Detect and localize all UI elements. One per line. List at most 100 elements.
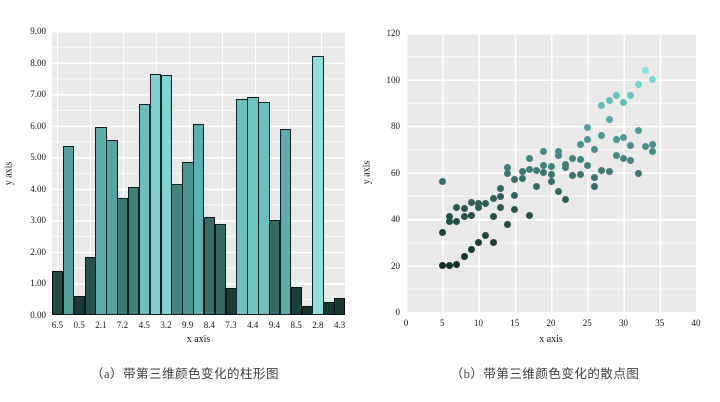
bar-chart-x-tick-label: 7.2	[116, 320, 129, 330]
scatter-point	[605, 96, 613, 104]
scatter-point	[511, 206, 519, 214]
scatter-point	[467, 212, 475, 219]
scatter-y-tick-label: 20	[391, 260, 400, 271]
scatter-point	[525, 155, 533, 163]
scatter-point	[496, 203, 504, 211]
scatter-x-tick-label: 10	[474, 318, 483, 328]
bar-chart-x-tick-label: 9.9	[182, 320, 194, 330]
scatter-point	[554, 148, 562, 156]
bar	[138, 103, 151, 315]
bar	[84, 256, 96, 315]
bar-chart-caption: （a）带第三维颜色变化的柱形图	[90, 367, 280, 381]
bar	[52, 270, 64, 315]
scatter-y-tick-label: 100	[386, 74, 401, 85]
scatter-point	[540, 148, 548, 156]
bar	[279, 128, 292, 315]
scatter-point	[467, 245, 475, 253]
bar-chart-y-tick-label: 9.00	[30, 26, 46, 36]
scatter-chart-panel: y axis x axis （b）带第三维颜色变化的散点图 0 20 40 60 80 1…	[360, 0, 720, 402]
scatter-point	[591, 173, 598, 181]
scatter-point	[612, 92, 620, 100]
scatter-point	[562, 195, 569, 203]
scatter-point	[467, 199, 475, 207]
bar-chart-x-tick-label: 6.5	[51, 320, 64, 330]
scatter-point	[511, 175, 519, 183]
scatter-x-tick-label: 30	[619, 318, 628, 328]
scatter-point	[511, 192, 519, 200]
scatter-point	[634, 170, 642, 178]
scatter-point	[547, 178, 555, 186]
scatter-point	[620, 155, 627, 163]
bar	[323, 302, 335, 315]
bar-chart-x-tick-label: 2.1	[95, 320, 107, 330]
scatter-point	[598, 101, 606, 109]
bar	[214, 223, 227, 315]
bar-chart-y-tick-label: 4.00	[30, 183, 46, 194]
bar	[236, 98, 248, 315]
scatter-point	[525, 165, 533, 173]
bar	[182, 161, 194, 315]
scatter-point	[547, 171, 555, 179]
scatter-point	[460, 252, 468, 260]
bar-chart-x-tick-label: 4.5	[138, 320, 150, 330]
scatter-x-tick-label: 0	[403, 318, 409, 328]
scatter-point	[649, 141, 656, 149]
scatter-point	[475, 200, 482, 208]
scatter-point	[576, 141, 584, 149]
bar-chart-panel: y axis x axis （a）带第三维颜色变化的柱形图 0.00 1.00 2.…	[3, 26, 346, 381]
bar	[171, 184, 183, 315]
scatter-point	[591, 182, 598, 190]
scatter-point	[627, 142, 635, 150]
scatter-point	[475, 238, 482, 246]
scatter-point	[627, 92, 635, 100]
bar	[95, 127, 107, 315]
scatter-x-tick-label: 35	[655, 318, 665, 328]
bar	[258, 102, 270, 315]
bar-chart-x-axis-title: x axis	[186, 334, 211, 345]
scatter-x-tick-label: 20	[546, 318, 556, 328]
scatter-point	[547, 163, 555, 171]
bar	[334, 297, 345, 315]
scatter-point	[504, 164, 511, 172]
bar-chart-x-tick-label: 8.4	[203, 320, 215, 330]
scatter-point	[649, 76, 656, 83]
scatter-x-tick-label: 15	[510, 318, 520, 328]
scatter-point	[533, 166, 540, 174]
bar-chart-y-axis-title-text: y axis	[3, 161, 15, 185]
scatter-point	[598, 131, 606, 139]
bar	[149, 73, 161, 315]
scatter-point	[438, 229, 446, 237]
bar	[301, 306, 313, 315]
scatter-y-tick-label: 120	[386, 28, 401, 38]
bar-chart-y-tick-label: 0.00	[30, 310, 46, 320]
scatter-point	[482, 231, 490, 239]
scatter-point	[460, 205, 468, 213]
scatter-point	[446, 217, 453, 225]
scatter-y-tick-label: 0	[395, 307, 401, 317]
scatter-point	[569, 172, 577, 180]
scatter-point	[591, 145, 598, 153]
scatter-point	[453, 260, 461, 268]
bar-chart-x-tick-label: 0.5	[73, 320, 85, 330]
bar	[269, 220, 281, 315]
bar-chart-x-tick-label: 4.4	[247, 320, 259, 330]
scatter-point	[504, 221, 511, 229]
scatter-point	[540, 162, 548, 170]
bar-chart-x-tick-label: 3.2	[160, 320, 172, 330]
scatter-chart-x-axis-title: x axis	[539, 334, 563, 345]
bar-chart-x-tick-label: 7.3	[225, 320, 237, 330]
scatter-point	[446, 262, 453, 269]
scatter-point	[482, 200, 490, 208]
scatter-y-tick-label: 40	[391, 214, 400, 224]
scatter-point	[489, 213, 497, 221]
scatter-point	[438, 262, 446, 269]
scatter-point	[620, 134, 627, 142]
scatter-point	[554, 187, 562, 195]
bar-chart-x-tick-label: 4.3	[333, 320, 346, 330]
scatter-point	[489, 194, 497, 202]
bar	[160, 75, 172, 315]
bar-chart-y-tick-label: 7.00	[30, 89, 46, 100]
bar-chart-x-tick-label: 9.4	[268, 320, 281, 330]
scatter-x-tick-label: 40	[691, 318, 701, 328]
